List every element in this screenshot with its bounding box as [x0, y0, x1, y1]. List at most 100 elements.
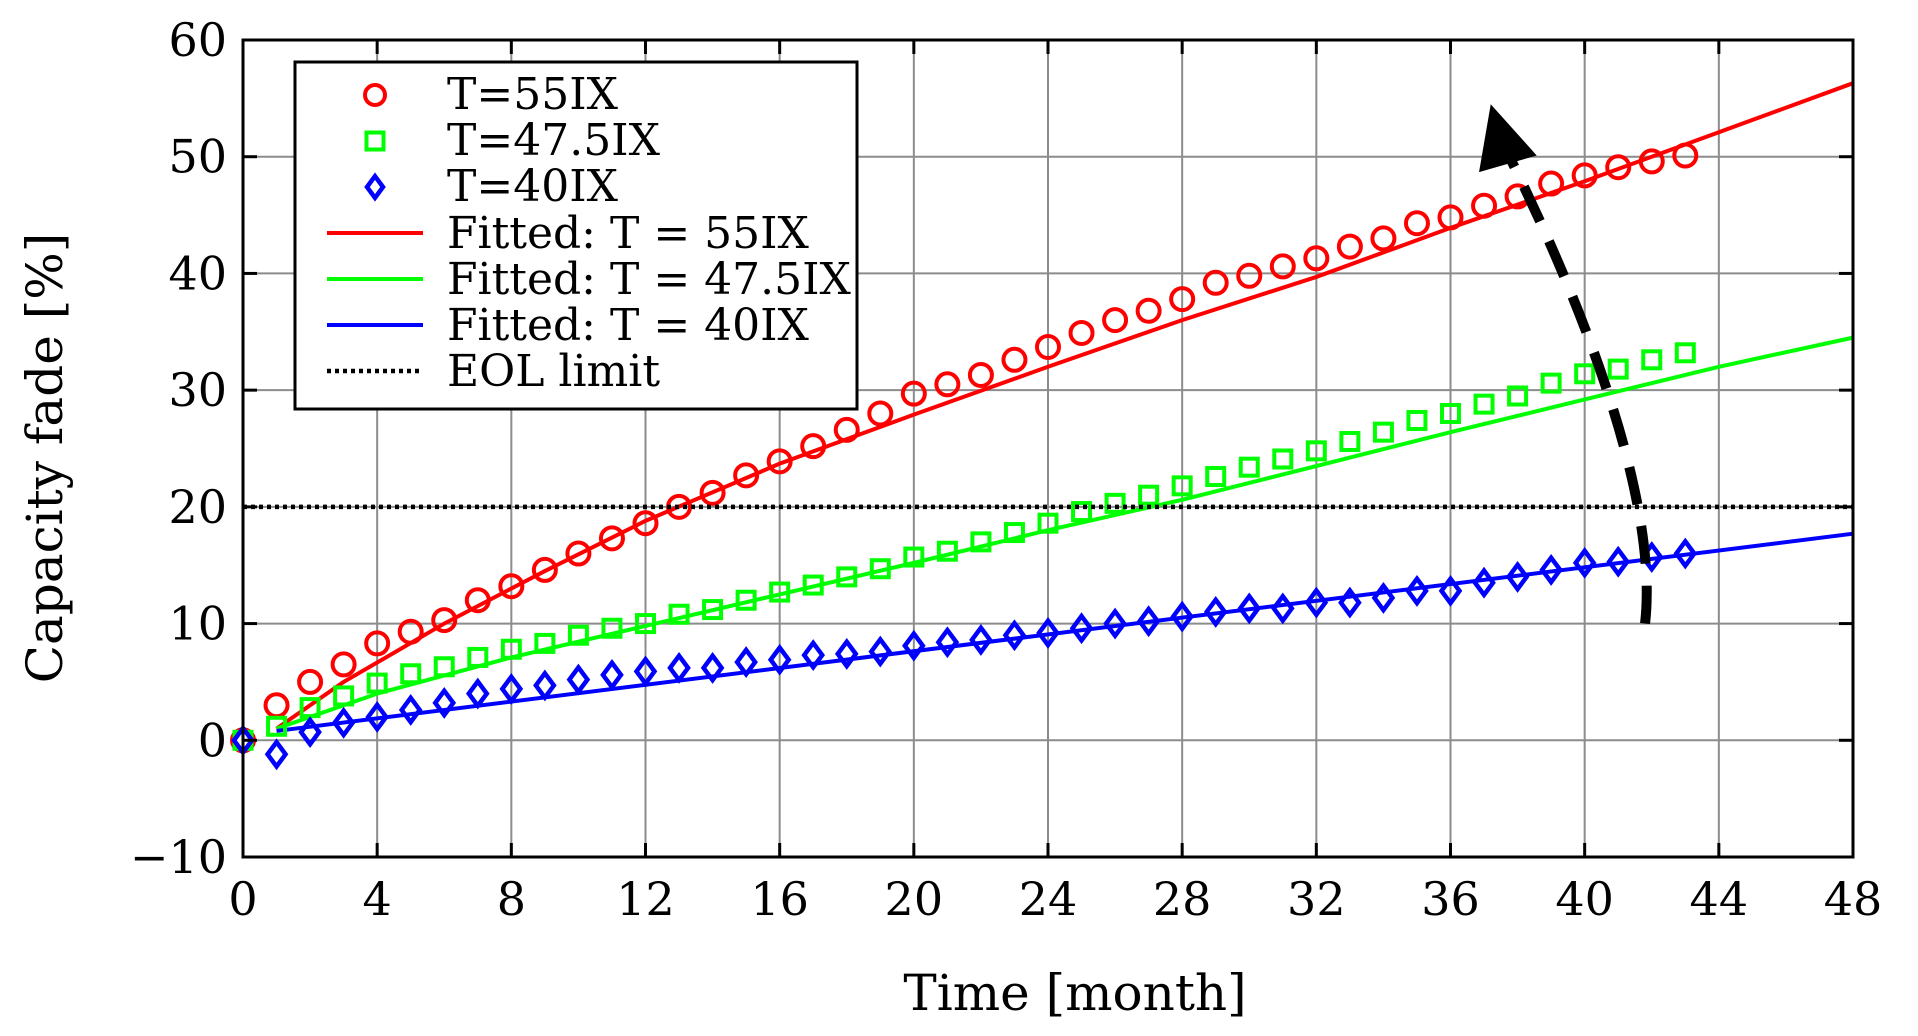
- data-point-series-1: [1071, 501, 1093, 523]
- legend: T=55IX T=47.5IX T=40IX Fitted: T = 55IX …: [293, 60, 859, 411]
- data-point-series-2: [1002, 619, 1027, 652]
- data-point-series-2: [767, 643, 792, 676]
- data-point-series-1: [366, 672, 388, 694]
- data-point-series-2: [600, 658, 624, 691]
- data-point-series-1: [1674, 342, 1696, 364]
- x-tick-label: 20: [885, 872, 944, 926]
- data-point-series-1: [299, 697, 321, 719]
- data-point-series-0: [766, 448, 793, 475]
- legend-label-47-fit: Fitted: T = 47.5IX: [447, 254, 852, 305]
- data-point-series-2: [1472, 566, 1496, 599]
- data-point-series-2: [1203, 595, 1228, 628]
- data-point-series-2: [398, 694, 423, 726]
- y-tick-label: 60: [168, 13, 227, 67]
- data-point-series-2: [1304, 586, 1329, 619]
- data-point-series-0: [632, 510, 659, 537]
- legend-label-55-fit: Fitted: T = 55IX: [447, 208, 810, 259]
- legend-label-55-markers: T=55IX: [447, 69, 619, 120]
- data-point-series-0: [431, 607, 458, 634]
- data-point-series-2: [1170, 600, 1194, 633]
- annotation-arrow-head: [1479, 104, 1537, 173]
- data-point-series-2: [365, 701, 389, 733]
- data-point-series-1: [1507, 385, 1529, 407]
- data-point-series-1: [1171, 475, 1193, 497]
- data-point-series-2: [902, 629, 926, 662]
- data-point-series-1: [1440, 402, 1461, 424]
- data-point-series-0: [330, 651, 357, 678]
- data-point-series-2: [969, 623, 993, 656]
- data-point-series-1: [970, 531, 992, 553]
- legend-symbol-1: [364, 130, 386, 152]
- data-point-series-1: [1574, 363, 1596, 385]
- data-point-series-0: [1605, 154, 1632, 181]
- data-point-series-0: [1236, 262, 1263, 289]
- data-point-series-0: [699, 479, 726, 506]
- data-point-series-1: [400, 663, 422, 685]
- data-point-series-0: [1068, 319, 1095, 346]
- data-point-series-2: [566, 663, 591, 696]
- data-point-series-2: [868, 635, 893, 668]
- data-point-series-1: [1037, 512, 1059, 534]
- data-point-series-0: [1102, 307, 1129, 334]
- data-point-series-1: [333, 685, 355, 707]
- data-point-series-0: [498, 573, 525, 600]
- y-tick-label: −10: [130, 830, 227, 884]
- y-tick-label: 10: [168, 597, 227, 651]
- data-point-series-1: [567, 624, 589, 646]
- data-point-series-2: [1270, 592, 1295, 625]
- data-point-series-0: [1303, 245, 1330, 272]
- annotation-arrow-shaft: [1496, 136, 1652, 625]
- legend-label-40-fit: Fitted: T = 40IX: [447, 300, 810, 351]
- data-point-series-1: [1406, 409, 1428, 431]
- data-point-series-1: [1104, 492, 1126, 514]
- x-tick-label: 16: [750, 872, 809, 926]
- legend-label-47-markers: T=47.5IX: [447, 115, 661, 166]
- data-point-series-0: [733, 462, 760, 489]
- data-point-series-1: [1372, 421, 1394, 443]
- data-point-series-1: [1205, 466, 1227, 488]
- data-point-series-1: [635, 613, 656, 635]
- data-point-series-1: [936, 540, 958, 562]
- data-point-series-1: [1272, 448, 1294, 470]
- data-point-series-1: [869, 558, 891, 580]
- data-point-series-1: [903, 546, 925, 568]
- data-point-series-2: [264, 738, 289, 771]
- legend-label-40-markers: T=40IX: [447, 161, 619, 212]
- x-tick-label: 48: [1824, 872, 1883, 926]
- x-tick-label: 28: [1153, 872, 1212, 926]
- data-point-series-1: [1641, 349, 1663, 371]
- data-point-series-0: [397, 618, 424, 645]
- data-point-series-0: [867, 400, 894, 427]
- data-point-series-2: [1505, 560, 1530, 593]
- data-point-series-0: [1571, 162, 1598, 189]
- data-point-series-1: [1138, 484, 1160, 506]
- data-point-series-2: [499, 673, 524, 705]
- x-tick-label: 24: [1019, 872, 1078, 926]
- data-point-series-1: [702, 599, 724, 621]
- data-point-series-2: [1237, 592, 1262, 625]
- data-point-series-1: [534, 632, 556, 654]
- data-point-series-0: [1001, 346, 1028, 373]
- x-tick-label: 44: [1690, 872, 1749, 926]
- x-tick-label: 4: [363, 872, 392, 926]
- data-point-series-0: [531, 556, 558, 583]
- data-point-series-2: [1338, 586, 1362, 619]
- data-point-series-0: [1437, 204, 1464, 231]
- y-axis-title: Capacity fade [%]: [16, 233, 74, 683]
- y-tick-label: 50: [168, 130, 227, 184]
- data-point-series-2: [1606, 545, 1631, 578]
- y-tick-label: 40: [168, 246, 227, 300]
- legend-symbols: [327, 83, 423, 374]
- x-axis-title: Time [month]: [903, 964, 1246, 1022]
- x-tick-label: 36: [1421, 872, 1480, 926]
- y-tick-label: 0: [198, 713, 227, 767]
- data-point-series-0: [1370, 225, 1397, 252]
- data-point-series-1: [433, 656, 455, 678]
- data-point-series-0: [1403, 210, 1430, 237]
- data-point-series-0: [297, 668, 324, 695]
- data-point-series-0: [598, 525, 625, 552]
- data-point-series-1: [1238, 456, 1260, 478]
